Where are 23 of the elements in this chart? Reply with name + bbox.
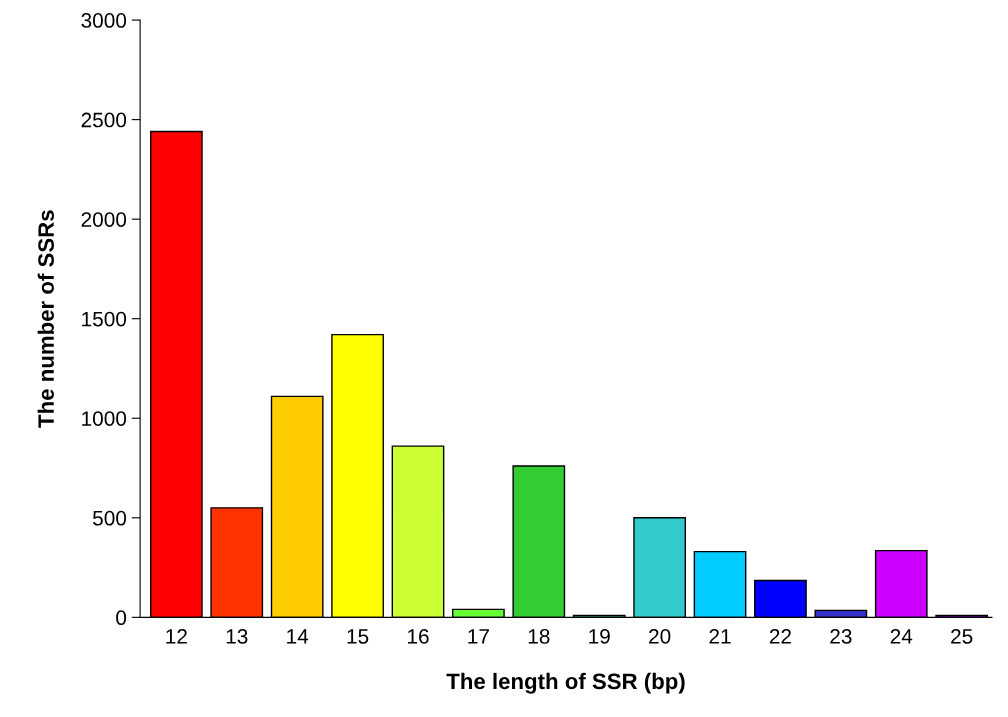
y-tick-label: 2500 xyxy=(81,112,127,128)
x-tick-label: 18 xyxy=(528,629,550,644)
x-tick-label: 14 xyxy=(287,629,309,644)
y-axis-title: The number of SSRs xyxy=(37,210,54,428)
y-tick-label: 3000 xyxy=(81,13,127,28)
y-tick-label: 1000 xyxy=(82,411,127,426)
x-tick-label: 15 xyxy=(347,629,369,644)
x-tick-label: 22 xyxy=(769,629,791,644)
x-tick-label: 12 xyxy=(166,629,187,644)
x-tick-label: 24 xyxy=(890,629,913,644)
y-tick-label: 500 xyxy=(93,510,127,526)
x-tick-label: 19 xyxy=(589,629,610,644)
x-tick-label: 23 xyxy=(830,629,852,644)
x-tick-label: 13 xyxy=(226,629,248,644)
x-tick-label: 16 xyxy=(407,629,429,644)
y-tick-label: 0 xyxy=(116,610,127,626)
x-tick-label: 21 xyxy=(709,629,731,644)
x-axis-title: The length of SSR (bp) xyxy=(446,672,685,694)
y-tick-label: 1500 xyxy=(82,311,127,327)
x-tick-label: 20 xyxy=(649,629,671,644)
y-tick-label: 2000 xyxy=(81,212,127,227)
x-tick-label: 25 xyxy=(951,629,973,644)
x-tick-label: 17 xyxy=(468,629,489,644)
